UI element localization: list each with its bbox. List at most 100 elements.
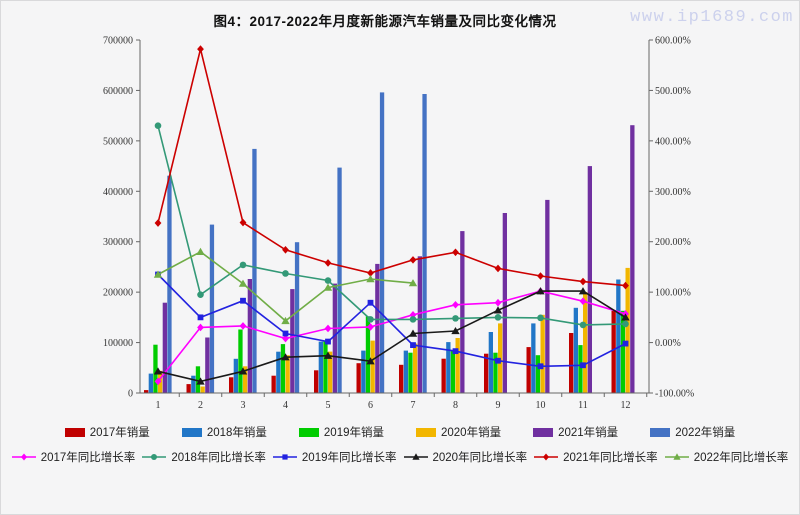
bar-2022年销量-month-3 <box>252 148 257 393</box>
marker-2019年同比增长率 <box>410 342 416 348</box>
marker-2017年同比增长率 <box>197 323 204 332</box>
legend-swatch-icon <box>298 427 319 437</box>
bar-2017年销量-month-2 <box>186 384 191 393</box>
bar-2019年销量-month-3 <box>238 329 243 393</box>
bar-2017年销量-month-10 <box>526 347 531 393</box>
legend-label: 2017年销量 <box>89 427 150 439</box>
marker-2021年同比增长率 <box>367 269 374 277</box>
bar-2021年销量-month-9 <box>502 213 507 393</box>
bar-2021年销量-month-2 <box>205 337 210 393</box>
x-axis-month-label: 9 <box>496 400 501 411</box>
legend-item-2019年销量: 2019年销量 <box>298 424 384 440</box>
bar-2017年销量-month-7 <box>399 364 404 393</box>
bar-2021年销量-month-10 <box>545 199 550 393</box>
legend-swatch-icon <box>181 427 202 437</box>
x-axis-month-label: 3 <box>241 400 246 411</box>
marker-2018年同比增长率 <box>452 315 459 322</box>
marker-2017年同比增长率 <box>409 311 417 319</box>
marker-2020年同比增长率 <box>323 351 333 359</box>
bar-2022年销量-month-7 <box>422 94 427 393</box>
marker-2022年同比增长率 <box>323 283 333 291</box>
left-axis-tick-label: 700000 <box>103 36 133 47</box>
marker-2021年同比增长率 <box>282 245 289 254</box>
legend-line-marker-icon <box>11 453 36 461</box>
marker-2019年同比增长率 <box>495 357 501 364</box>
legend-label: 2018年销量 <box>206 427 267 439</box>
bar-2018年销量-month-9 <box>488 332 493 393</box>
marker-2019年同比增长率 <box>367 299 374 306</box>
x-axis-month-label: 2 <box>198 400 203 411</box>
marker-2022年同比增长率 <box>153 270 163 278</box>
marker-2020年同比增长率 <box>366 357 375 365</box>
bar-2021年销量-month-3 <box>247 279 252 393</box>
legend-item-2019年同比增长率: 2019年同比增长率 <box>272 449 397 465</box>
marker-2017年同比增长率 <box>154 377 162 386</box>
bar-2019年销量-month-10 <box>535 355 541 393</box>
bar-2021年销量-month-11 <box>587 166 592 393</box>
line-2019年同比增长率 <box>157 273 626 368</box>
marker-2021年同比增长率 <box>494 264 502 273</box>
marker-2019年同比增长率 <box>537 363 544 370</box>
legend-marker-square-icon <box>282 454 288 460</box>
bar-2021年销量-month-6 <box>375 263 380 393</box>
bar-2018年销量-month-6 <box>361 350 366 393</box>
line-2021年同比增长率 <box>157 48 626 287</box>
x-axis-month-label: 4 <box>283 400 288 411</box>
x-axis-month-label: 11 <box>578 400 588 411</box>
marker-2022年同比增长率 <box>408 279 418 287</box>
marker-2018年同比增长率 <box>537 314 544 322</box>
marker-2019年同比增长率 <box>282 330 289 337</box>
marker-2018年同比增长率 <box>494 314 502 321</box>
marker-2020年同比增长率 <box>621 313 630 321</box>
marker-2019年同比增长率 <box>197 314 204 321</box>
line-2020年同比增长率 <box>157 290 626 383</box>
marker-2018年同比增长率 <box>154 122 162 130</box>
legend-item-2021年同比增长率: 2021年同比增长率 <box>534 449 658 465</box>
bar-2019年销量-month-6 <box>365 316 371 393</box>
legend-item-2017年销量: 2017年销量 <box>64 424 150 440</box>
bar-2017年销量-month-9 <box>484 353 489 393</box>
marker-2021年同比增长率 <box>537 272 544 280</box>
bar-2019年销量-month-11 <box>578 345 583 393</box>
marker-2020年同比增长率 <box>238 367 248 375</box>
bar-2020年销量-month-7 <box>413 343 418 393</box>
legend-item-2022年同比增长率: 2022年同比增长率 <box>664 449 788 465</box>
legend-label: 2019年销量 <box>323 427 384 439</box>
legend-marker-diamond-icon <box>20 453 27 461</box>
bar-2022年销量-month-6 <box>379 92 385 394</box>
bar-2018年销量-month-4 <box>276 351 281 393</box>
x-axis-month-label: 1 <box>156 400 161 411</box>
bar-2022年销量-month-2 <box>209 224 215 393</box>
bar-2022年销量-month-5 <box>337 167 342 393</box>
bar-2020年销量-month-3 <box>243 366 248 393</box>
legend-item-2022年销量: 2022年销量 <box>650 424 735 440</box>
x-axis-month-label: 7 <box>411 400 416 411</box>
legend-item-2018年同比增长率: 2018年同比增长率 <box>142 449 266 465</box>
marker-2019年同比增长率 <box>240 297 246 304</box>
marker-2020年同比增长率 <box>451 326 460 335</box>
bar-2020年销量-month-5 <box>328 351 333 393</box>
bar-2022年销量-month-1 <box>167 175 172 393</box>
right-axis-tick-label: 600.00% <box>655 36 691 47</box>
marker-2018年同比增长率 <box>579 321 587 329</box>
bar-2021年销量-month-12 <box>630 125 635 393</box>
legend-line-marker-icon <box>403 453 428 460</box>
bar-2018年销量-month-5 <box>318 341 323 393</box>
bar-2020年销量-month-4 <box>285 355 290 393</box>
marker-2018年同比增长率 <box>239 261 247 269</box>
left-axis-tick-label: 100000 <box>103 338 133 349</box>
bar-2017年销量-month-6 <box>356 363 361 393</box>
bar-2021年销量-month-4 <box>290 289 295 393</box>
bar-2018年销量-month-10 <box>531 323 536 393</box>
x-axis-month-label: 6 <box>368 400 373 411</box>
bar-2019年销量-month-8 <box>450 350 456 393</box>
marker-2017年同比增长率 <box>282 334 289 343</box>
legend-row-growth: 2017年同比增长率 2018年同比增长率 2019年同比增长率 2020年同比增长率… <box>0 449 800 465</box>
legend-item-2020年同比增长率: 2020年同比增长率 <box>403 449 527 465</box>
marker-2020年同比增长率 <box>281 353 290 361</box>
marker-2018年同比增长率 <box>367 316 374 323</box>
marker-2019年同比增长率 <box>580 362 586 369</box>
marker-2022年同比增长率 <box>281 316 290 325</box>
